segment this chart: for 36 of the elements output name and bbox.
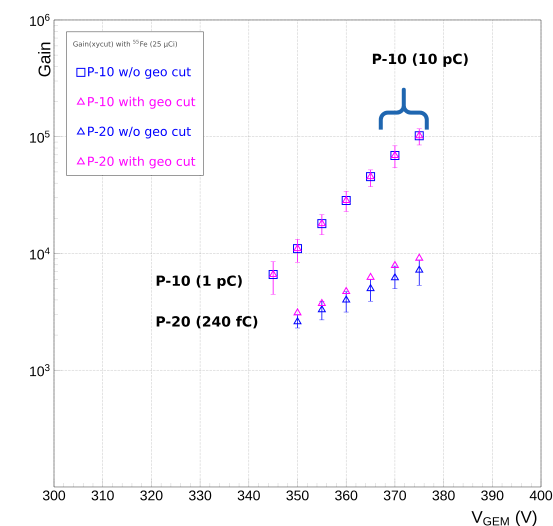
- legend-label: P-10 w/o geo cut: [88, 66, 191, 79]
- x-tick-label: 330: [189, 490, 212, 500]
- x-tick-label: 370: [384, 490, 406, 500]
- x-axis-title: V$_{GEM}$ (V): [471, 510, 536, 526]
- x-tick-label: 350: [286, 490, 309, 500]
- annotation: P-10 (10 pC): [372, 53, 468, 67]
- x-tick-label: 390: [481, 490, 504, 500]
- point: [318, 298, 326, 306]
- x-tick-label: 360: [335, 490, 358, 500]
- point: [415, 266, 424, 273]
- legend-label: P-20 with geo cut: [88, 156, 196, 168]
- x-tick-label: 320: [140, 490, 162, 500]
- x-tick-label: 400: [530, 490, 552, 500]
- y-tick-label: 10$^{6}$: [30, 14, 50, 26]
- y-axis-title: Gain: [38, 42, 50, 76]
- x-tick-label: 300: [42, 490, 66, 500]
- legend-label: P-20 w/o geo cut: [88, 126, 191, 138]
- y-tick-label: 10$^{5}$: [30, 130, 50, 143]
- y-tick-label: 10$^{3}$: [30, 364, 50, 376]
- annotation: P-10 (1 pC): [156, 275, 242, 289]
- annotation: P-20 (240 fC): [156, 316, 258, 328]
- x-tick-label: 310: [92, 490, 114, 500]
- legend-label: P-10 with geo cut: [88, 96, 196, 109]
- point: [390, 273, 399, 280]
- point: [318, 305, 326, 312]
- point: [294, 317, 302, 324]
- point: [342, 295, 350, 302]
- x-tick-label: 340: [238, 490, 260, 500]
- x-tick-label: 380: [432, 490, 455, 500]
- point: [415, 254, 424, 261]
- point: [342, 286, 350, 294]
- point: [366, 272, 375, 280]
- point: [294, 308, 302, 316]
- y-tick-label: 10$^{4}$: [30, 247, 50, 260]
- point: [366, 284, 375, 292]
- point: [390, 260, 399, 268]
